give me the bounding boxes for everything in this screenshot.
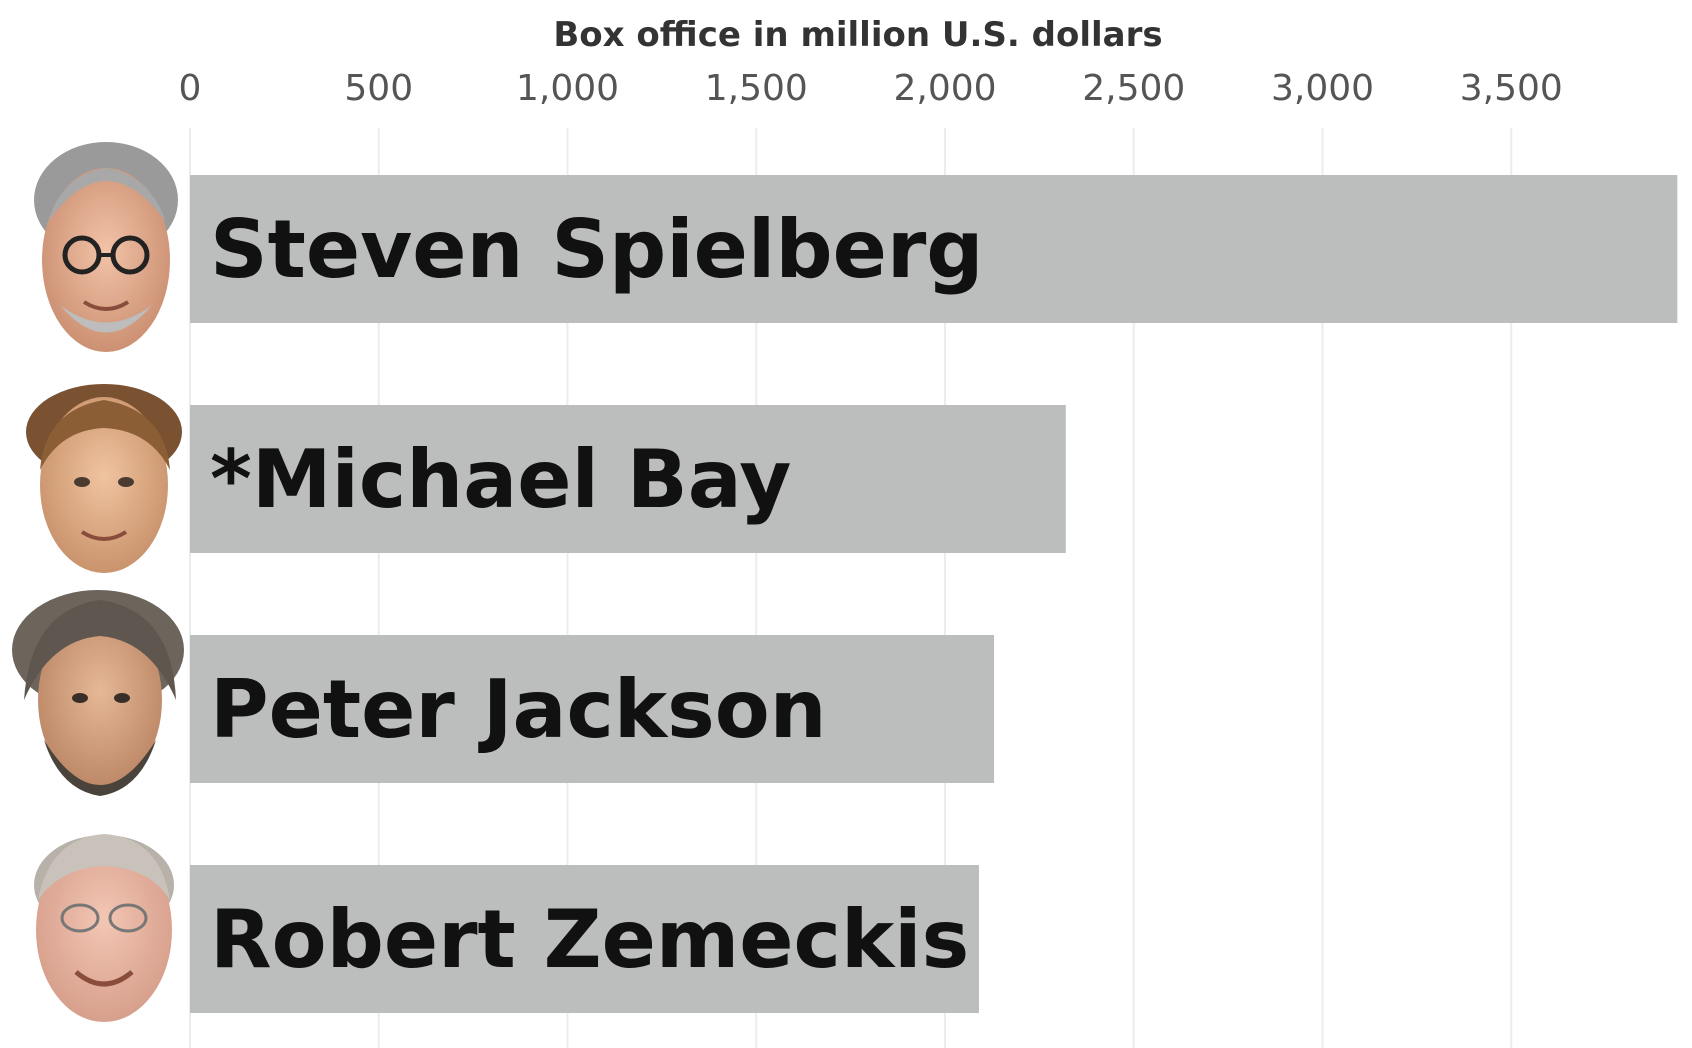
- bar-labels: Steven Spielberg *Michael Bay Peter Jackso…: [210, 203, 984, 986]
- bar-label: Steven Spielberg: [210, 203, 984, 296]
- x-tick-label: 0: [179, 68, 202, 109]
- x-axis: 0 500 1,000 1,500 2,000 2,500 3,000 3,500: [179, 68, 1563, 109]
- x-tick-label: 2,000: [893, 68, 996, 109]
- bar: [190, 175, 1678, 323]
- steven-spielberg-portrait-icon: [34, 142, 178, 352]
- michael-bay-portrait-icon: [26, 384, 182, 573]
- bar: [190, 865, 979, 1013]
- x-tick-label: 3,500: [1460, 68, 1563, 109]
- x-tick-label: 1,500: [705, 68, 808, 109]
- x-axis-title: Box office in million U.S. dollars: [553, 15, 1162, 55]
- x-tick-label: 3,000: [1271, 68, 1374, 109]
- x-tick-label: 500: [344, 68, 413, 109]
- bar-label: Robert Zemeckis: [210, 893, 969, 986]
- bar: [190, 635, 995, 783]
- peter-jackson-portrait-icon: [12, 590, 184, 796]
- bar-label: *Michael Bay: [210, 433, 791, 526]
- bar-label: Peter Jackson: [210, 663, 827, 756]
- bar: [190, 405, 1066, 553]
- x-tick-label: 1,000: [516, 68, 619, 109]
- robert-zemeckis-portrait-icon: [34, 834, 174, 1022]
- bars: [190, 175, 1678, 1013]
- x-tick-label: 2,500: [1082, 68, 1185, 109]
